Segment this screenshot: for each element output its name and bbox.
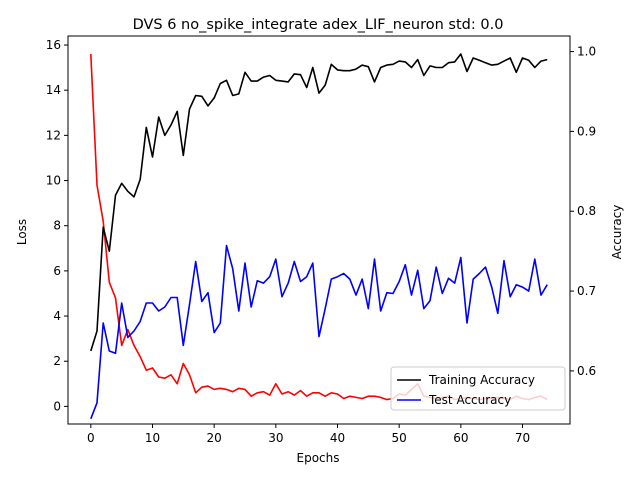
legend: Training Accuracy Test Accuracy: [390, 366, 566, 411]
series-line-test-accuracy: [90, 244, 548, 420]
y-left-tick-label: 14: [46, 83, 61, 97]
y-right-tick-label: 0.8: [577, 204, 596, 218]
y-axis-right-ticks: 0.6 0.7 0.8 0.9 1.0: [570, 45, 596, 378]
x-tick-label: 70: [515, 431, 530, 445]
y-axis-left-ticks: 0 2 4 6 8 10 12 14 16: [46, 38, 68, 413]
y-left-tick-label: 0: [53, 399, 61, 413]
x-tick-label: 60: [453, 431, 468, 445]
y-right-tick-label: 1.0: [577, 45, 596, 59]
y-right-tick-label: 0.7: [577, 284, 596, 298]
y-left-tick-label: 2: [53, 354, 61, 368]
x-tick-label: 20: [207, 431, 222, 445]
y-left-tick-label: 12: [46, 128, 61, 142]
x-axis-label: Epochs: [297, 451, 340, 465]
legend-label: Training Accuracy: [428, 373, 535, 387]
x-tick-label: 40: [330, 431, 345, 445]
y-left-tick-label: 16: [46, 38, 61, 52]
y-left-tick-label: 8: [53, 219, 61, 233]
chart-title: DVS 6 no_spike_integrate adex_LIF_neuron…: [133, 17, 504, 33]
x-tick-label: 10: [145, 431, 160, 445]
y-right-tick-label: 0.9: [577, 124, 596, 138]
legend-box: [390, 366, 566, 411]
y-right-tick-label: 0.6: [577, 364, 596, 378]
x-tick-label: 30: [268, 431, 283, 445]
x-tick-label: 0: [87, 431, 95, 445]
legend-label: Test Accuracy: [428, 393, 511, 407]
y-axis-left-label: Loss: [15, 219, 29, 245]
x-tick-label: 50: [392, 431, 407, 445]
y-left-tick-label: 6: [53, 264, 61, 278]
y-left-tick-label: 10: [46, 174, 61, 188]
series-line-training-accuracy: [90, 53, 548, 352]
y-left-tick-label: 4: [53, 309, 61, 323]
x-axis-ticks: 0 10 20 30 40 50 60 70: [87, 424, 530, 445]
y-axis-right-label: Accuracy: [610, 205, 624, 260]
plot-frame: [67, 35, 571, 425]
